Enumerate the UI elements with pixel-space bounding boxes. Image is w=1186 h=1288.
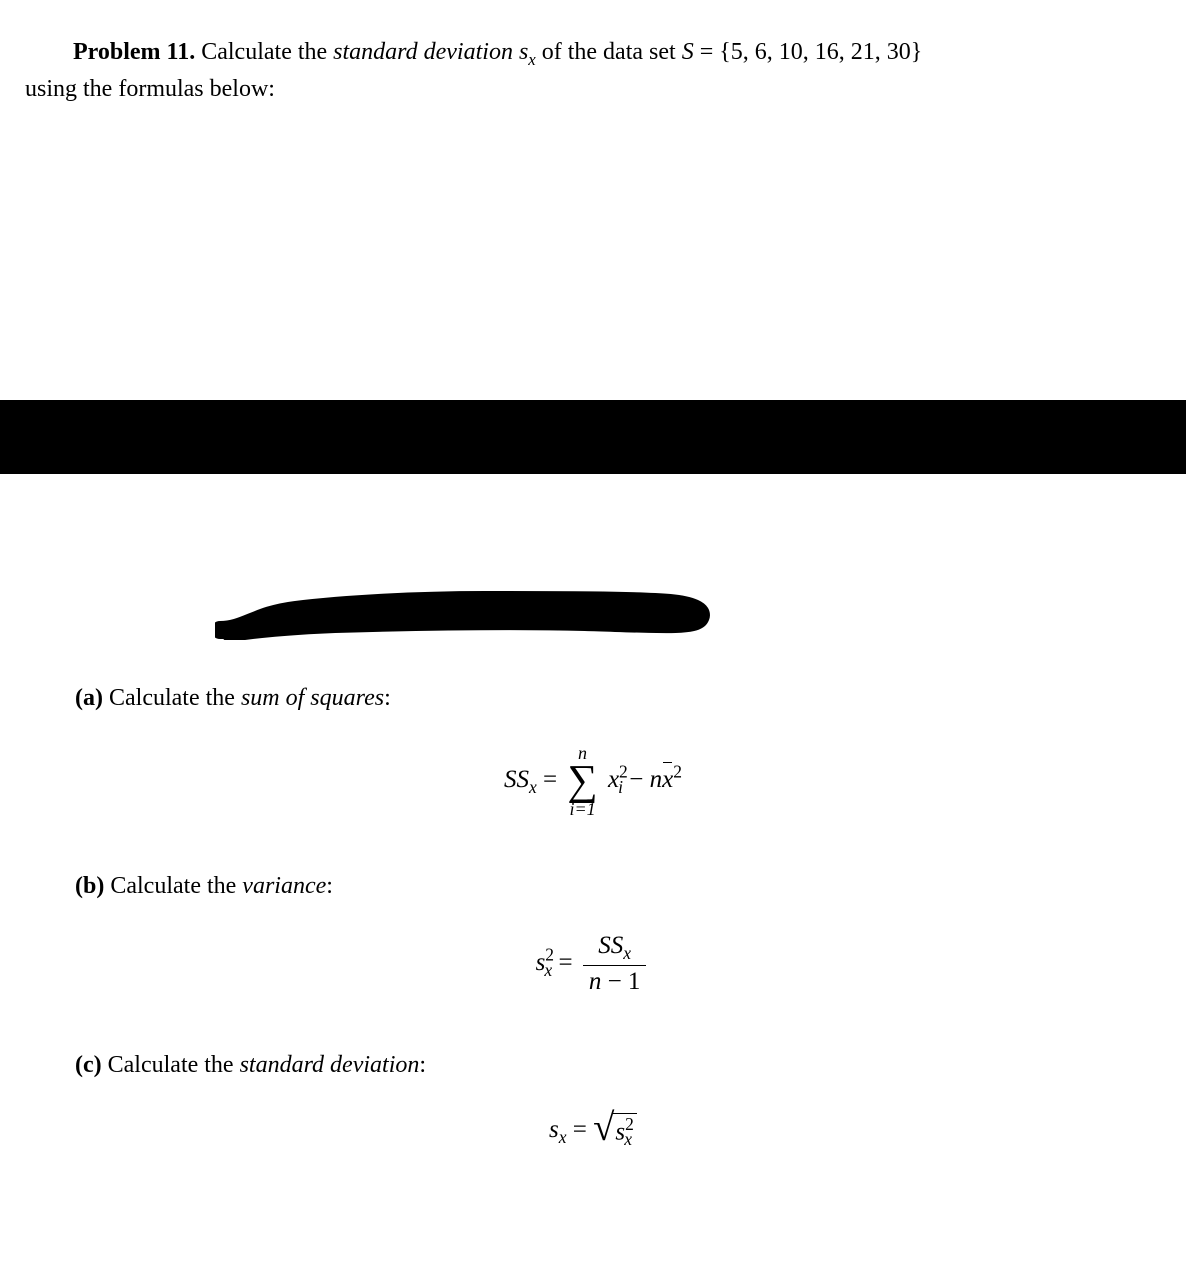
sqrt-icon: √ s2x — [593, 1113, 637, 1150]
part-b-prompt: (b) Calculate the variance: — [75, 868, 1111, 904]
part-c-text: Calculate the — [102, 1052, 240, 1078]
formula-variance: s2x = SSx n − 1 — [75, 932, 1111, 997]
part-b-text: Calculate the — [104, 873, 242, 899]
formula-standard-deviation: sx = √ s2x — [75, 1111, 1111, 1150]
part-a-text: Calculate the — [103, 685, 241, 711]
fraction-icon: SSx n − 1 — [583, 932, 647, 997]
term-standard-deviation: standard deviation — [333, 39, 513, 65]
sd-radicand: s2x — [612, 1113, 637, 1150]
scribble-mark — [215, 580, 715, 640]
part-b: (b) Calculate the variance: s2x = SSx n … — [75, 868, 1111, 997]
part-c-term: standard deviation — [240, 1052, 420, 1078]
part-a-label: (a) — [75, 685, 103, 711]
part-b-term: variance — [242, 873, 326, 899]
parts-section: (a) Calculate the sum of squares: SSx = … — [0, 680, 1186, 1160]
part-c-colon: : — [419, 1052, 426, 1078]
part-b-label: (b) — [75, 873, 104, 899]
ss-lhs: SS — [504, 766, 529, 793]
formula-sum-of-squares: SSx = n ∑ i=1 x2i − nx2 — [75, 744, 1111, 818]
var-denominator: n − 1 — [583, 968, 647, 997]
ss-n: n — [650, 766, 663, 793]
var-numerator: SSx — [592, 932, 637, 963]
problem-text-1: Calculate the — [201, 39, 333, 65]
sd-eq: = — [573, 1116, 593, 1143]
ss-xbar: x — [662, 761, 673, 799]
sd-lhs: s — [549, 1116, 559, 1143]
problem-text-2: of the data set — [536, 39, 682, 65]
ss-eq: = — [543, 766, 563, 793]
part-c-label: (c) — [75, 1052, 102, 1078]
part-b-colon: : — [326, 873, 333, 899]
set-variable: S — [682, 39, 694, 65]
redaction-bar — [0, 400, 1186, 474]
part-a-colon: : — [384, 685, 391, 711]
part-c-prompt: (c) Calculate the standard deviation: — [75, 1047, 1111, 1083]
ss-lhs-sub: x — [529, 777, 537, 797]
problem-statement: Problem 11. Calculate the standard devia… — [0, 0, 1186, 107]
set-values: {5, 6, 10, 16, 21, 30} — [719, 39, 922, 65]
summation-icon: n ∑ i=1 — [567, 744, 597, 818]
problem-header-line1: Problem 11. Calculate the standard devia… — [25, 35, 1161, 72]
problem-header-line2: using the formulas below: — [25, 72, 1161, 107]
ss-minus: − — [629, 766, 649, 793]
problem-label: Problem 11. — [73, 39, 195, 65]
symbol-sx: sx — [519, 39, 536, 65]
var-eq: = — [558, 949, 578, 976]
part-a: (a) Calculate the sum of squares: SSx = … — [75, 680, 1111, 818]
equals-sign: = — [694, 39, 720, 65]
part-a-prompt: (a) Calculate the sum of squares: — [75, 680, 1111, 716]
part-a-term: sum of squares — [241, 685, 384, 711]
part-c: (c) Calculate the standard deviation: sx… — [75, 1047, 1111, 1150]
